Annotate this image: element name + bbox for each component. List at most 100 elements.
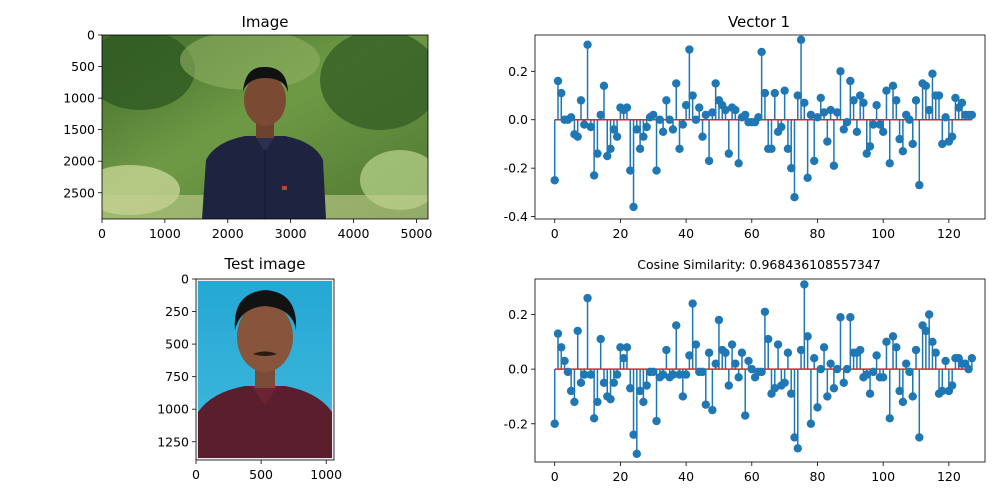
stem-marker bbox=[908, 139, 917, 149]
stem-marker bbox=[672, 79, 681, 88]
stem-marker bbox=[658, 370, 668, 379]
image-y-axis: 0 500 1000 1500 2000 2500 bbox=[63, 28, 102, 200]
stem-marker bbox=[819, 108, 829, 117]
stem-marker bbox=[967, 354, 977, 363]
stem-marker bbox=[888, 81, 898, 91]
stem-marker bbox=[938, 139, 947, 149]
stem-marker bbox=[757, 47, 766, 57]
x-tick-label: 40 bbox=[678, 226, 694, 241]
stem-marker bbox=[593, 149, 602, 158]
stem-marker bbox=[839, 125, 848, 134]
stem-marker bbox=[803, 332, 812, 341]
stem-marker bbox=[862, 149, 871, 158]
stem-marker bbox=[649, 110, 658, 120]
y-tick-label: 2500 bbox=[63, 185, 95, 200]
stem-marker bbox=[934, 91, 944, 100]
y-tick-label: 500 bbox=[71, 59, 95, 74]
stem-marker bbox=[609, 378, 619, 387]
stem-marker bbox=[632, 125, 642, 134]
stem-marker bbox=[642, 122, 651, 132]
stem-marker bbox=[596, 334, 605, 344]
stem-marker bbox=[770, 384, 779, 393]
y-tick-label: 1250 bbox=[157, 434, 189, 449]
x-tick-label: 0 bbox=[98, 226, 106, 241]
y-tick-label: 0.0 bbox=[508, 362, 528, 377]
stem-marker bbox=[793, 91, 802, 100]
stem-marker bbox=[655, 115, 665, 124]
stem-marker bbox=[885, 159, 894, 168]
stem-marker bbox=[809, 156, 819, 166]
stem-marker bbox=[826, 105, 835, 115]
y-tick-label: 1000 bbox=[157, 402, 189, 417]
stem-marker bbox=[813, 113, 822, 122]
y-tick-label: 2000 bbox=[63, 154, 95, 169]
stem-marker bbox=[704, 348, 714, 357]
stem-marker bbox=[938, 386, 947, 396]
x-tick-label: 0 bbox=[192, 467, 200, 482]
stem-marker bbox=[941, 356, 950, 366]
stem-marker bbox=[947, 381, 957, 390]
stem-marker bbox=[783, 348, 793, 357]
stem-marker bbox=[800, 98, 809, 107]
stem-marker bbox=[846, 313, 855, 322]
stem-marker bbox=[606, 144, 615, 153]
stem-marker bbox=[639, 397, 648, 407]
y-tick-label: 0 bbox=[181, 272, 189, 287]
y-tick-label: 1000 bbox=[63, 91, 95, 106]
stem-marker bbox=[691, 115, 701, 124]
stem-marker bbox=[928, 69, 937, 78]
stem-marker bbox=[787, 163, 796, 173]
stem-marker bbox=[790, 433, 799, 442]
stem-marker bbox=[842, 117, 852, 127]
stem-marker bbox=[685, 45, 694, 54]
stem-marker bbox=[566, 113, 576, 122]
stem-marker bbox=[576, 96, 586, 105]
stem-marker bbox=[675, 144, 684, 153]
stem-marker bbox=[612, 132, 622, 141]
stem-marker bbox=[580, 370, 589, 379]
stem-marker bbox=[754, 113, 763, 122]
stem-marker bbox=[622, 103, 632, 112]
stem-marker bbox=[560, 356, 569, 366]
stem-marker bbox=[662, 345, 671, 355]
stem-marker bbox=[813, 403, 822, 412]
x-tick-label: 80 bbox=[810, 469, 826, 484]
stem-marker bbox=[836, 313, 845, 322]
stem-marker bbox=[688, 299, 697, 308]
test-image-y-axis: 0 250 500 750 1000 1250 bbox=[157, 272, 196, 449]
stem-marker bbox=[846, 76, 855, 86]
stem-marker bbox=[882, 337, 891, 347]
stem-marker bbox=[731, 105, 740, 115]
stem-marker bbox=[573, 326, 582, 336]
stem-marker bbox=[924, 105, 934, 115]
stem-marker bbox=[793, 444, 802, 453]
y-tick-label: 0.2 bbox=[508, 64, 528, 79]
stem-marker bbox=[816, 364, 825, 374]
test-image-axes-frame bbox=[195, 278, 335, 461]
stem-marker bbox=[698, 367, 707, 377]
stem-marker bbox=[734, 373, 743, 382]
stem-marker bbox=[947, 132, 957, 141]
x-tick-label: 0 bbox=[551, 226, 559, 241]
stem-marker bbox=[662, 96, 671, 105]
stem-marker bbox=[823, 392, 832, 401]
stem-marker bbox=[770, 88, 779, 98]
stem-marker bbox=[586, 122, 596, 132]
stem-marker bbox=[901, 359, 911, 368]
stem-marker bbox=[741, 110, 750, 120]
stem-marker bbox=[589, 414, 599, 423]
stem-marker bbox=[773, 340, 783, 349]
y-tick-label: -0.4 bbox=[504, 209, 528, 224]
stem-marker bbox=[708, 405, 717, 415]
stem-marker bbox=[803, 173, 812, 183]
stem-marker bbox=[908, 392, 917, 401]
stem-marker bbox=[859, 98, 868, 107]
stem-marker bbox=[626, 384, 635, 393]
stem-marker bbox=[668, 370, 678, 379]
stem-marker bbox=[869, 367, 878, 377]
stem-marker bbox=[711, 79, 720, 88]
stem-marker bbox=[878, 127, 888, 137]
image-x-axis: 0 1000 2000 3000 4000 5000 bbox=[98, 219, 432, 241]
x-tick-label: 120 bbox=[937, 226, 961, 241]
stem-marker bbox=[619, 354, 628, 363]
